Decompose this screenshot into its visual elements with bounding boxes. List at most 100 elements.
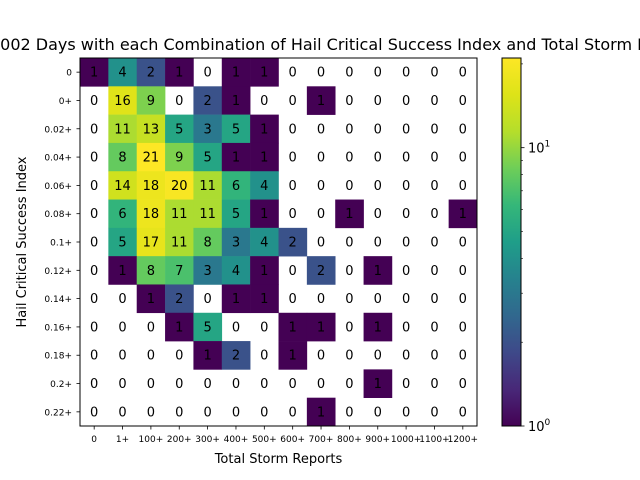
cell-value-label: 1 [203, 349, 211, 364]
heatmap-cell [193, 86, 223, 115]
cell-value-label: 0 [374, 179, 382, 194]
cell-value-label: 18 [143, 179, 160, 194]
cell-value-label: 0 [459, 94, 467, 109]
cell-value-label: 2 [289, 236, 297, 251]
heatmap-cell [165, 171, 194, 200]
cell-value-label: 0 [289, 122, 297, 137]
colorbar-gradient [502, 58, 521, 426]
cell-value-label: 0 [203, 405, 211, 420]
cell-value-label: 0 [402, 405, 410, 420]
cell-value-label: 0 [430, 320, 438, 335]
heatmap-cell [108, 171, 138, 200]
cell-value-label: 0 [317, 207, 325, 222]
cell-value-label: 0 [430, 151, 438, 166]
cell-value-label: 0 [430, 405, 438, 420]
cell-value-label: 0 [90, 405, 98, 420]
x-axis-label: Total Storm Reports [214, 452, 343, 467]
heatmap-cell [250, 256, 279, 285]
heatmap-cell [250, 284, 279, 314]
cell-value-label: 0 [203, 66, 211, 81]
cell-value-label: 21 [143, 151, 160, 166]
y-axis: 0 0+ 0.02+ 0.04+ 0.06+ 0.08+ 0.1+ 0.12+ 0.14+ 0.1… [44, 69, 80, 418]
heatmap-cell [165, 58, 194, 87]
colorbar: 100 101 [501, 57, 551, 435]
heatmap-cell [250, 199, 279, 229]
x-tick-label: 1100+ [419, 435, 449, 445]
heatmap-cell [165, 227, 194, 257]
cell-value-label: 0 [147, 320, 155, 335]
cell-value-label: 0 [90, 94, 98, 109]
cell-value-label: 0 [402, 236, 410, 251]
y-tick-label: 0.2+ [50, 380, 72, 390]
cell-value-label: 0 [459, 264, 467, 279]
cell-value-label: 0 [317, 179, 325, 194]
cell-value-label: 0 [402, 349, 410, 364]
heatmap-cell [221, 227, 251, 257]
heatmap-cell [278, 227, 308, 257]
cell-value-label: 2 [203, 94, 211, 109]
cell-value-label: 0 [345, 405, 353, 420]
cell-value-label: 5 [118, 236, 126, 251]
cell-value-label: 1 [374, 264, 382, 279]
cell-value-label: 1 [374, 377, 382, 392]
cell-value-label: 0 [430, 66, 438, 81]
heatmap-cell [80, 58, 109, 87]
cell-value-label: 1 [232, 292, 240, 307]
cell-value-label: 0 [260, 349, 268, 364]
colorbar-frame [501, 57, 522, 427]
cell-value-label: 5 [203, 151, 211, 166]
cell-value-label: 14 [114, 179, 131, 194]
cell-value-label: 0 [118, 377, 126, 392]
cell-value-label: 0 [459, 292, 467, 307]
cell-value-label: 0 [317, 66, 325, 81]
cell-value-label: 0 [90, 320, 98, 335]
heatmap-cell [221, 114, 251, 144]
heatmap-cell [193, 256, 223, 285]
cell-value-label: 0 [402, 94, 410, 109]
cell-value-label: 0 [203, 292, 211, 307]
cell-value-label: 0 [374, 66, 382, 81]
cell-value-label: 0 [430, 94, 438, 109]
heatmap-cell [136, 256, 166, 285]
cell-value-label: 1 [232, 94, 240, 109]
cell-value-label: 0 [289, 66, 297, 81]
cell-value-label: 0 [459, 151, 467, 166]
cell-value-label: 0 [175, 349, 183, 364]
cell-value-label: 1 [317, 405, 325, 420]
cell-value-label: 0 [203, 377, 211, 392]
cell-value-label: 0 [90, 179, 98, 194]
heatmap-cell [250, 58, 279, 87]
cell-value-label: 1 [260, 151, 268, 166]
cell-value-label: 0 [90, 151, 98, 166]
heatmap-cell [108, 114, 138, 144]
cell-value-label: 0 [289, 405, 297, 420]
heatmap-cell [136, 142, 166, 172]
colorbar-ticks: 100 101 [521, 63, 551, 435]
cell-value-label: 1 [232, 151, 240, 166]
cell-value-label: 1 [260, 264, 268, 279]
cell-value-label: 0 [260, 320, 268, 335]
x-tick-label: 900+ [365, 435, 390, 445]
heatmap-cell-labels: 1 4 2 1 0 1 1 0 0 0 0 0 0 00 16 9 0 2 1 0 0 1 0 0 0 0 00 11 13 5 3 5 1 0 0… [90, 66, 467, 421]
cell-value-label: 0 [118, 320, 126, 335]
cell-value-label: 0 [345, 66, 353, 81]
cell-value-label: 11 [199, 179, 216, 194]
cell-value-label: 0 [317, 292, 325, 307]
cell-value-label: 13 [143, 122, 160, 137]
cell-value-label: 1 [289, 320, 297, 335]
heatmap-cell [221, 284, 251, 314]
cell-value-label: 8 [203, 236, 211, 251]
cell-value-label: 0 [459, 405, 467, 420]
cell-value-label: 5 [175, 122, 183, 137]
cell-value-label: 0 [90, 264, 98, 279]
heatmap-cell [193, 199, 223, 229]
cell-value-label: 0 [289, 151, 297, 166]
heatmap-cell [250, 171, 279, 200]
cell-value-label: 0 [147, 405, 155, 420]
cell-value-label: 1 [260, 122, 268, 137]
cell-value-label: 2 [175, 292, 183, 307]
cell-value-label: 0 [430, 292, 438, 307]
x-tick-label: 100+ [139, 435, 164, 445]
cell-value-label: 0 [260, 405, 268, 420]
heatmap-cell [221, 199, 251, 229]
